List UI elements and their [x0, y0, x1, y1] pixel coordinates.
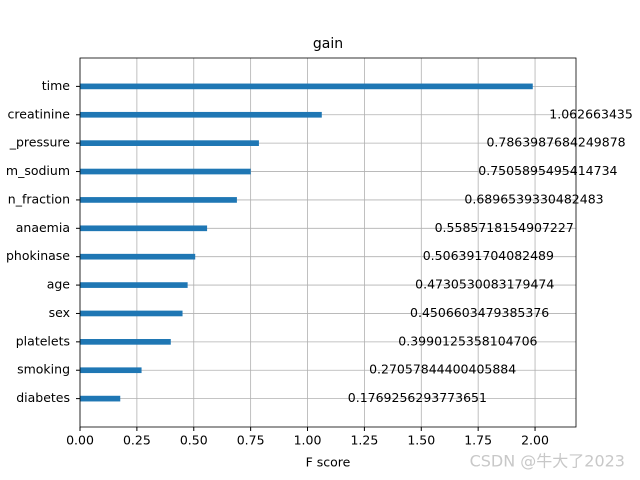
value-label: 0.1769256293773651: [348, 390, 487, 405]
bar: [80, 367, 142, 374]
bar: [80, 253, 196, 260]
watermark: CSDN @牛大了2023: [470, 452, 625, 471]
y-tick-label: n_fraction: [8, 191, 70, 206]
bar: [80, 310, 183, 317]
y-tick-label: smoking: [17, 362, 70, 377]
x-tick-label: 0.00: [66, 433, 94, 448]
value-label: 0.27057844400405884: [369, 362, 516, 377]
y-tick-label: _pressure: [9, 135, 71, 150]
y-tick-label: diabetes: [16, 390, 70, 405]
bar: [80, 225, 208, 232]
y-tick-label: creatinine: [8, 106, 71, 121]
bar: [80, 339, 171, 345]
x-tick-label: 0.50: [180, 433, 208, 448]
value-label: 0.3990125358104706: [398, 333, 537, 348]
x-tick-label: 0.25: [123, 433, 151, 448]
x-tick-label: 2.00: [521, 433, 549, 448]
x-tick-label: 1.25: [350, 433, 378, 448]
bar: [80, 140, 259, 146]
value-label: 0.506391704082489: [423, 248, 554, 263]
chart-title: gain: [313, 36, 343, 52]
x-tick-label: 1.75: [464, 433, 492, 448]
bar: [80, 168, 251, 175]
value-label: 0.7863987684249878: [486, 135, 625, 150]
value-label: 0.7505895495414734: [478, 163, 617, 178]
value-label: 0.5585718154907227: [435, 220, 574, 235]
y-tick-label: phokinase: [6, 248, 70, 263]
y-tick-label: platelets: [16, 333, 70, 348]
axes-frame: [79, 57, 577, 428]
y-tick-label: sex: [49, 305, 70, 320]
plot-area: 0.00 0.25 0.50 0.75 1.00 1.25 1.50 1.75 2.00 time…: [6, 57, 633, 448]
bar: [80, 197, 237, 203]
bar: [80, 282, 188, 288]
value-label: 1.062663435: [549, 106, 633, 121]
value-label: 0.4730530083179474: [415, 277, 554, 292]
x-tick-label: 1.50: [407, 433, 435, 448]
x-tick-label: 1.00: [294, 433, 322, 448]
y-tick-label: time: [42, 78, 71, 93]
x-tick-label: 0.75: [237, 433, 265, 448]
y-tick-label: anaemia: [16, 220, 70, 235]
value-label: 0.4506603479385376: [410, 305, 549, 320]
y-tick-label: age: [47, 277, 71, 292]
value-label: 0.6896539330482483: [464, 191, 603, 206]
bar: [80, 395, 121, 402]
bar: [80, 111, 322, 118]
x-axis-label: F score: [306, 455, 351, 470]
bar: [80, 83, 533, 90]
y-tick-label: m_sodium: [6, 163, 70, 178]
